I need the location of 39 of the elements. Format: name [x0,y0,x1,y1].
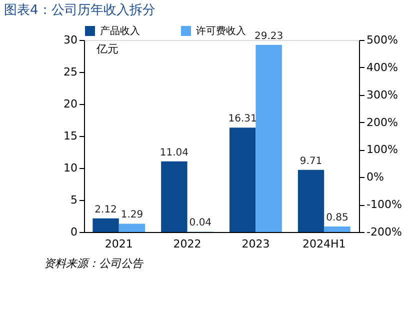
y2-tick-label: -200% [366,226,402,238]
y-axis-title: 亿元 [96,42,118,56]
y-tick-label: 15 [64,130,78,142]
bar [118,224,146,232]
y-tick-label: 20 [64,98,78,110]
data-label: 0.85 [326,212,348,224]
data-label: 0.04 [189,218,212,229]
data-label: 11.04 [160,147,189,158]
data-label: 1.29 [120,210,144,221]
y-tick-label: 5 [70,194,78,206]
y-tick-label: 30 [64,34,78,46]
data-label: 16.31 [228,114,257,125]
data-label: 29.23 [254,30,284,42]
legend-label: 许可费收入 [196,25,246,37]
x-tick-label: 2022 [173,238,202,250]
y-tick-label: 0 [70,226,78,238]
bar [298,170,324,232]
text: 资料来源：公司公告 [44,257,144,270]
y2-tick-label: 100% [366,143,398,156]
legend-label: 产品收入 [100,25,140,37]
bar [161,161,188,232]
y2-tick-label: 0% [366,170,384,184]
chart-title: 图表4：公司历年收入拆分 [4,3,156,18]
y-tick-label: 25 [64,66,78,78]
data-label: 2.12 [94,204,117,216]
bar [256,44,282,232]
y-tick-label: 10 [64,162,78,174]
bar [229,128,256,232]
data-label: 9.71 [300,156,322,167]
bar [324,226,350,232]
bar [92,218,119,232]
y2-tick-label: 200% [366,116,398,129]
y2-tick-label: 400% [366,60,398,74]
x-tick-label: 2023 [242,238,270,250]
x-tick-label: 2021 [104,238,133,250]
y2-tick-label: 500% [366,34,398,46]
y2-tick-label: 300% [366,88,398,102]
x-tick-label: 2024H1 [302,238,346,250]
y2-tick-label: -100% [366,198,402,212]
